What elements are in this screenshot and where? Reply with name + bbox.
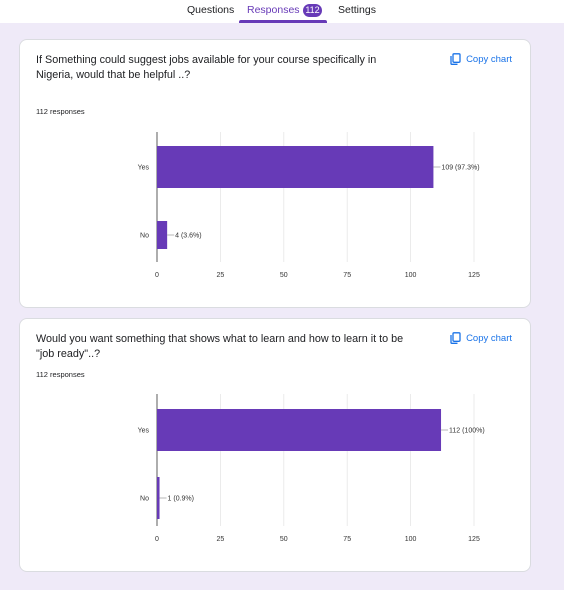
copy-chart-button[interactable]: Copy chart [450, 53, 512, 65]
x-tick-label: 0 [155, 536, 159, 543]
question-card-1: If Something could suggest jobs availabl… [19, 39, 531, 308]
category-label: Yes [138, 165, 150, 172]
x-tick-label: 125 [468, 272, 480, 279]
question-title: If Something could suggest jobs availabl… [36, 54, 377, 81]
x-tick-label: 0 [155, 272, 159, 279]
bar [157, 409, 442, 451]
x-tick-label: 75 [343, 536, 351, 543]
copy-chart-button[interactable]: Copy chart [450, 332, 512, 344]
category-label: No [140, 496, 149, 503]
x-tick-label: 25 [217, 272, 225, 279]
tab-settings[interactable]: Settings [338, 4, 376, 16]
active-tab-indicator [239, 20, 327, 23]
copy-icon [450, 53, 461, 65]
copy-icon [450, 332, 461, 344]
x-tick-label: 100 [405, 272, 417, 279]
response-count: 112 responses [36, 370, 85, 379]
response-count: 112 responses [36, 107, 85, 116]
category-label: Yes [138, 428, 150, 435]
x-tick-label: 125 [468, 536, 480, 543]
tab-responses[interactable]: Responses [247, 4, 300, 16]
x-tick-label: 25 [217, 536, 225, 543]
data-label: 4 (3.6%) [175, 233, 201, 240]
x-tick-label: 50 [280, 536, 288, 543]
bar [157, 146, 434, 188]
x-tick-label: 50 [280, 272, 288, 279]
data-label: 112 (100%) [449, 428, 485, 435]
question-card-2: Would you want something that shows what… [19, 318, 531, 572]
bar [157, 477, 160, 519]
data-label: 1 (0.9%) [168, 496, 194, 503]
x-tick-label: 100 [405, 536, 417, 543]
copy-chart-label: Copy chart [466, 332, 512, 344]
copy-chart-label: Copy chart [466, 53, 512, 65]
category-label: No [140, 233, 149, 240]
tab-questions[interactable]: Questions [187, 4, 235, 16]
question-title: Would you want something that shows what… [36, 333, 404, 360]
data-label: 109 (97.3%) [441, 165, 479, 172]
bar-chart: 0 25 50 75 100 125 Yes 109 (97.3%) No 4 (3.6%) [138, 132, 480, 279]
top-tab-bar: Questions Responses 112 Settings [0, 0, 564, 23]
responses-count-badge: 112 [303, 4, 322, 17]
x-tick-label: 75 [343, 272, 351, 279]
bar-chart: 0 25 50 75 100 125 Yes 112 (100%) No 1 (0.9%) [138, 394, 485, 543]
bar [157, 221, 168, 249]
